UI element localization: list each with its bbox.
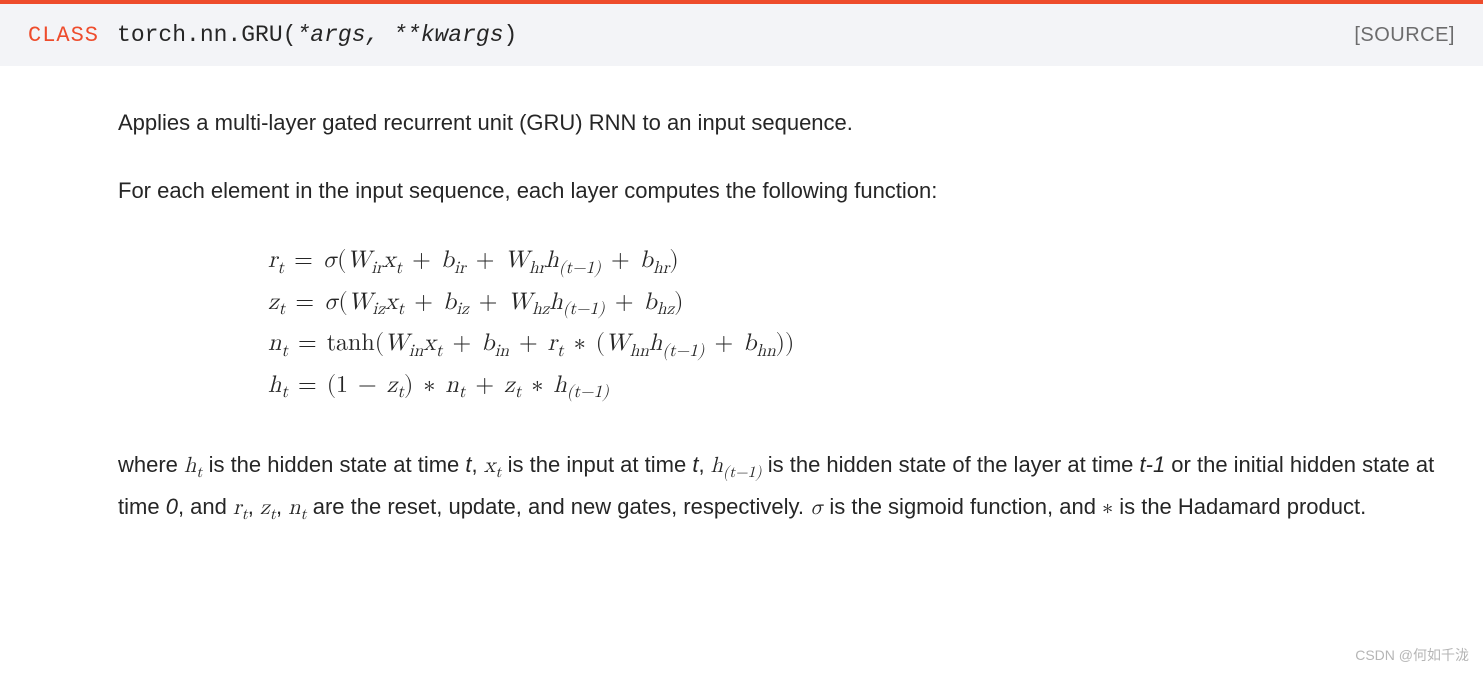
lead-paragraph: For each element in the input sequence, …	[118, 174, 1443, 208]
class-keyword: CLASS	[28, 23, 99, 48]
description-paragraph: where ht is the hidden state at time t, …	[118, 446, 1443, 530]
doc-body: Applies a multi-layer gated recurrent un…	[0, 66, 1483, 570]
equation-rt: rt = σ(Wirxt + bir + Whrh(t−1) + bhr)	[268, 242, 1443, 281]
module-path: torch.nn.	[117, 22, 241, 48]
class-name: GRU	[241, 22, 282, 48]
paren-open: (	[283, 22, 297, 48]
paren-close: )	[504, 22, 518, 48]
equation-nt: nt = tanh(Winxt + bin + rt ∗ (Whnh(t−1) …	[268, 325, 1443, 364]
class-signature: torch.nn.GRU(*args, **kwargs)	[117, 22, 517, 48]
header-signature: CLASS torch.nn.GRU(*args, **kwargs)	[28, 22, 517, 48]
intro-paragraph: Applies a multi-layer gated recurrent un…	[118, 106, 1443, 140]
source-link[interactable]: [SOURCE]	[1354, 24, 1455, 47]
watermark: CSDN @何如千泷	[1355, 645, 1469, 665]
class-args: *args, **kwargs	[296, 22, 503, 48]
equation-ht: ht = (1 − zt) ∗ nt + zt ∗ h(t−1)	[268, 367, 1443, 406]
equation-zt: zt = σ(Wizxt + biz + Whzh(t−1) + bhz)	[268, 284, 1443, 323]
class-header: CLASS torch.nn.GRU(*args, **kwargs) [SOU…	[0, 4, 1483, 66]
doc-container: CLASS torch.nn.GRU(*args, **kwargs) [SOU…	[0, 0, 1483, 570]
equations-block: rt = σ(Wirxt + bir + Whrh(t−1) + bhr) zt…	[268, 242, 1443, 406]
